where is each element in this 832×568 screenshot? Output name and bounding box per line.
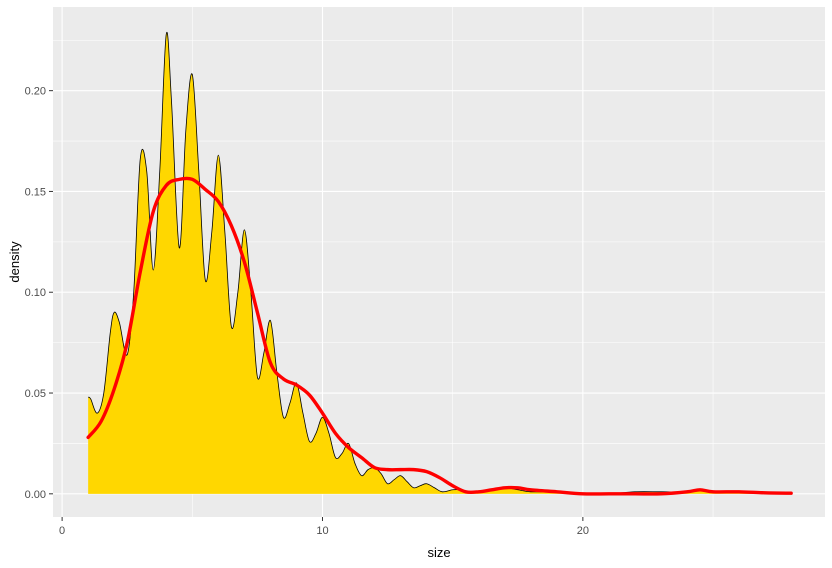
- x-tick-labels: 0 10 20: [59, 525, 589, 537]
- y-tick-label: 0.00: [25, 489, 46, 501]
- y-tick-labels: 0.00 0.05 0.10 0.15 0.20: [25, 86, 46, 501]
- y-axis-title: density: [7, 241, 22, 283]
- density-area: [88, 32, 792, 495]
- x-tick-label: 20: [577, 525, 589, 537]
- y-tick-label: 0.15: [25, 186, 46, 198]
- x-tick-label: 10: [316, 525, 328, 537]
- smooth-line: [86, 176, 793, 496]
- y-tick-label: 0.05: [25, 388, 46, 400]
- y-tick-label: 0.20: [25, 86, 46, 98]
- x-axis-title: size: [427, 545, 450, 560]
- axis-ticks: [49, 90, 584, 521]
- x-tick-label: 0: [59, 525, 65, 537]
- y-tick-label: 0.10: [25, 287, 46, 299]
